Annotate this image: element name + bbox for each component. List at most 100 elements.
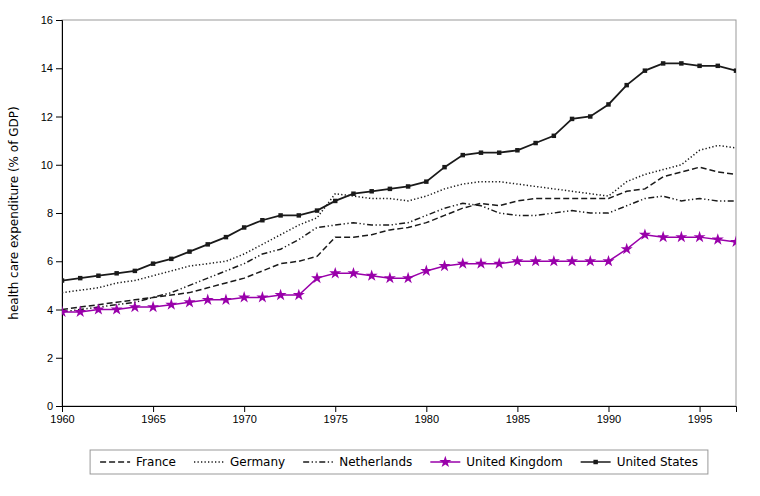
legend-swatch [194,461,224,463]
tick-label: 1985 [506,413,530,425]
plot-frame [62,20,736,406]
series-line [62,63,736,280]
series-marker [96,273,100,277]
series-marker [439,260,451,271]
series-marker [62,306,68,317]
series-marker [275,289,287,300]
series-marker [548,255,560,266]
tick-label: 0 [47,400,53,412]
series-marker [424,179,428,183]
series-marker [256,291,268,302]
series-marker [78,276,82,280]
tick-mark [153,406,154,412]
tick-mark [56,68,62,69]
series-marker [479,150,483,154]
series-marker [220,294,232,305]
series-marker [675,231,687,242]
series-marker [552,134,556,138]
legend-item: France [100,455,176,469]
series-marker [366,269,378,280]
tick-label: 1960 [50,413,74,425]
tick-label: 1965 [141,413,165,425]
tick-label: 1995 [688,413,712,425]
series-marker [511,255,523,266]
series-marker [315,208,319,212]
series-line [62,145,736,292]
series-marker [329,267,341,278]
series-marker [187,249,191,253]
chart: 1960196519701975198019851990199502468101… [0,0,760,496]
series-marker [734,68,736,72]
tick-label: 12 [41,111,53,123]
series-marker [402,272,414,283]
tick-mark [56,165,62,166]
series-marker [442,165,446,169]
legend-marker [593,460,597,464]
series-marker [475,257,487,268]
series-marker [238,291,250,302]
legend-swatch [303,461,333,463]
tick-mark [56,213,62,214]
series-marker [388,187,392,191]
tick-label: 8 [47,207,53,219]
tick: 1965 [141,406,165,425]
series-marker [114,271,118,275]
series-marker [497,150,501,154]
legend-item: Germany [194,455,285,469]
series-marker [351,191,355,195]
series-marker [74,306,86,317]
legend-label: France [136,455,176,469]
series-marker [588,114,592,118]
tick: 8 [47,207,62,219]
series-marker [643,68,647,72]
series-marker [515,148,519,152]
legend-label: Germany [230,455,285,469]
series-marker [111,303,123,314]
legend-swatch [100,461,130,463]
tick-mark [56,261,62,262]
series-marker [333,199,337,203]
tick: 1995 [688,406,712,425]
tick-label: 1970 [232,413,256,425]
series-marker [457,257,469,268]
tick-mark [56,117,62,118]
tick: 10 [41,159,62,171]
y-axis-title: health care expenditure (% of GDP) [7,106,21,319]
tick: 1975 [324,406,348,425]
axis-line [56,21,63,407]
series-marker [165,298,177,309]
series-marker [694,231,706,242]
legend-label: United Kingdom [466,455,562,469]
series-marker [679,61,683,65]
tick-label: 1980 [415,413,439,425]
series [62,145,736,292]
series [62,228,736,317]
plot: 1960196519701975198019851990199502468101… [41,14,742,425]
series-marker [621,243,633,254]
tick-mark [517,406,518,412]
series-marker [584,255,596,266]
series-marker [183,296,195,307]
series-marker [493,257,505,268]
x-axis: 19601965197019751980198519901995 [50,406,736,425]
tick-mark [608,406,609,412]
tick: 12 [41,111,62,123]
series-marker [293,289,305,300]
series-marker [716,64,720,68]
tick-mark [56,358,62,359]
series-marker [205,242,209,246]
series-marker [530,255,542,266]
tick: 0 [47,400,62,412]
series-marker [62,278,64,282]
series-marker [224,235,228,239]
series-marker [297,213,301,217]
series-marker [570,117,574,121]
series-marker [133,269,137,273]
tick-mark [56,310,62,311]
legend-label: Netherlands [339,455,412,469]
series-marker [147,301,159,312]
series-marker [129,301,141,312]
series-line [62,196,736,312]
tick-label: 6 [47,255,53,267]
series-marker [311,272,323,283]
